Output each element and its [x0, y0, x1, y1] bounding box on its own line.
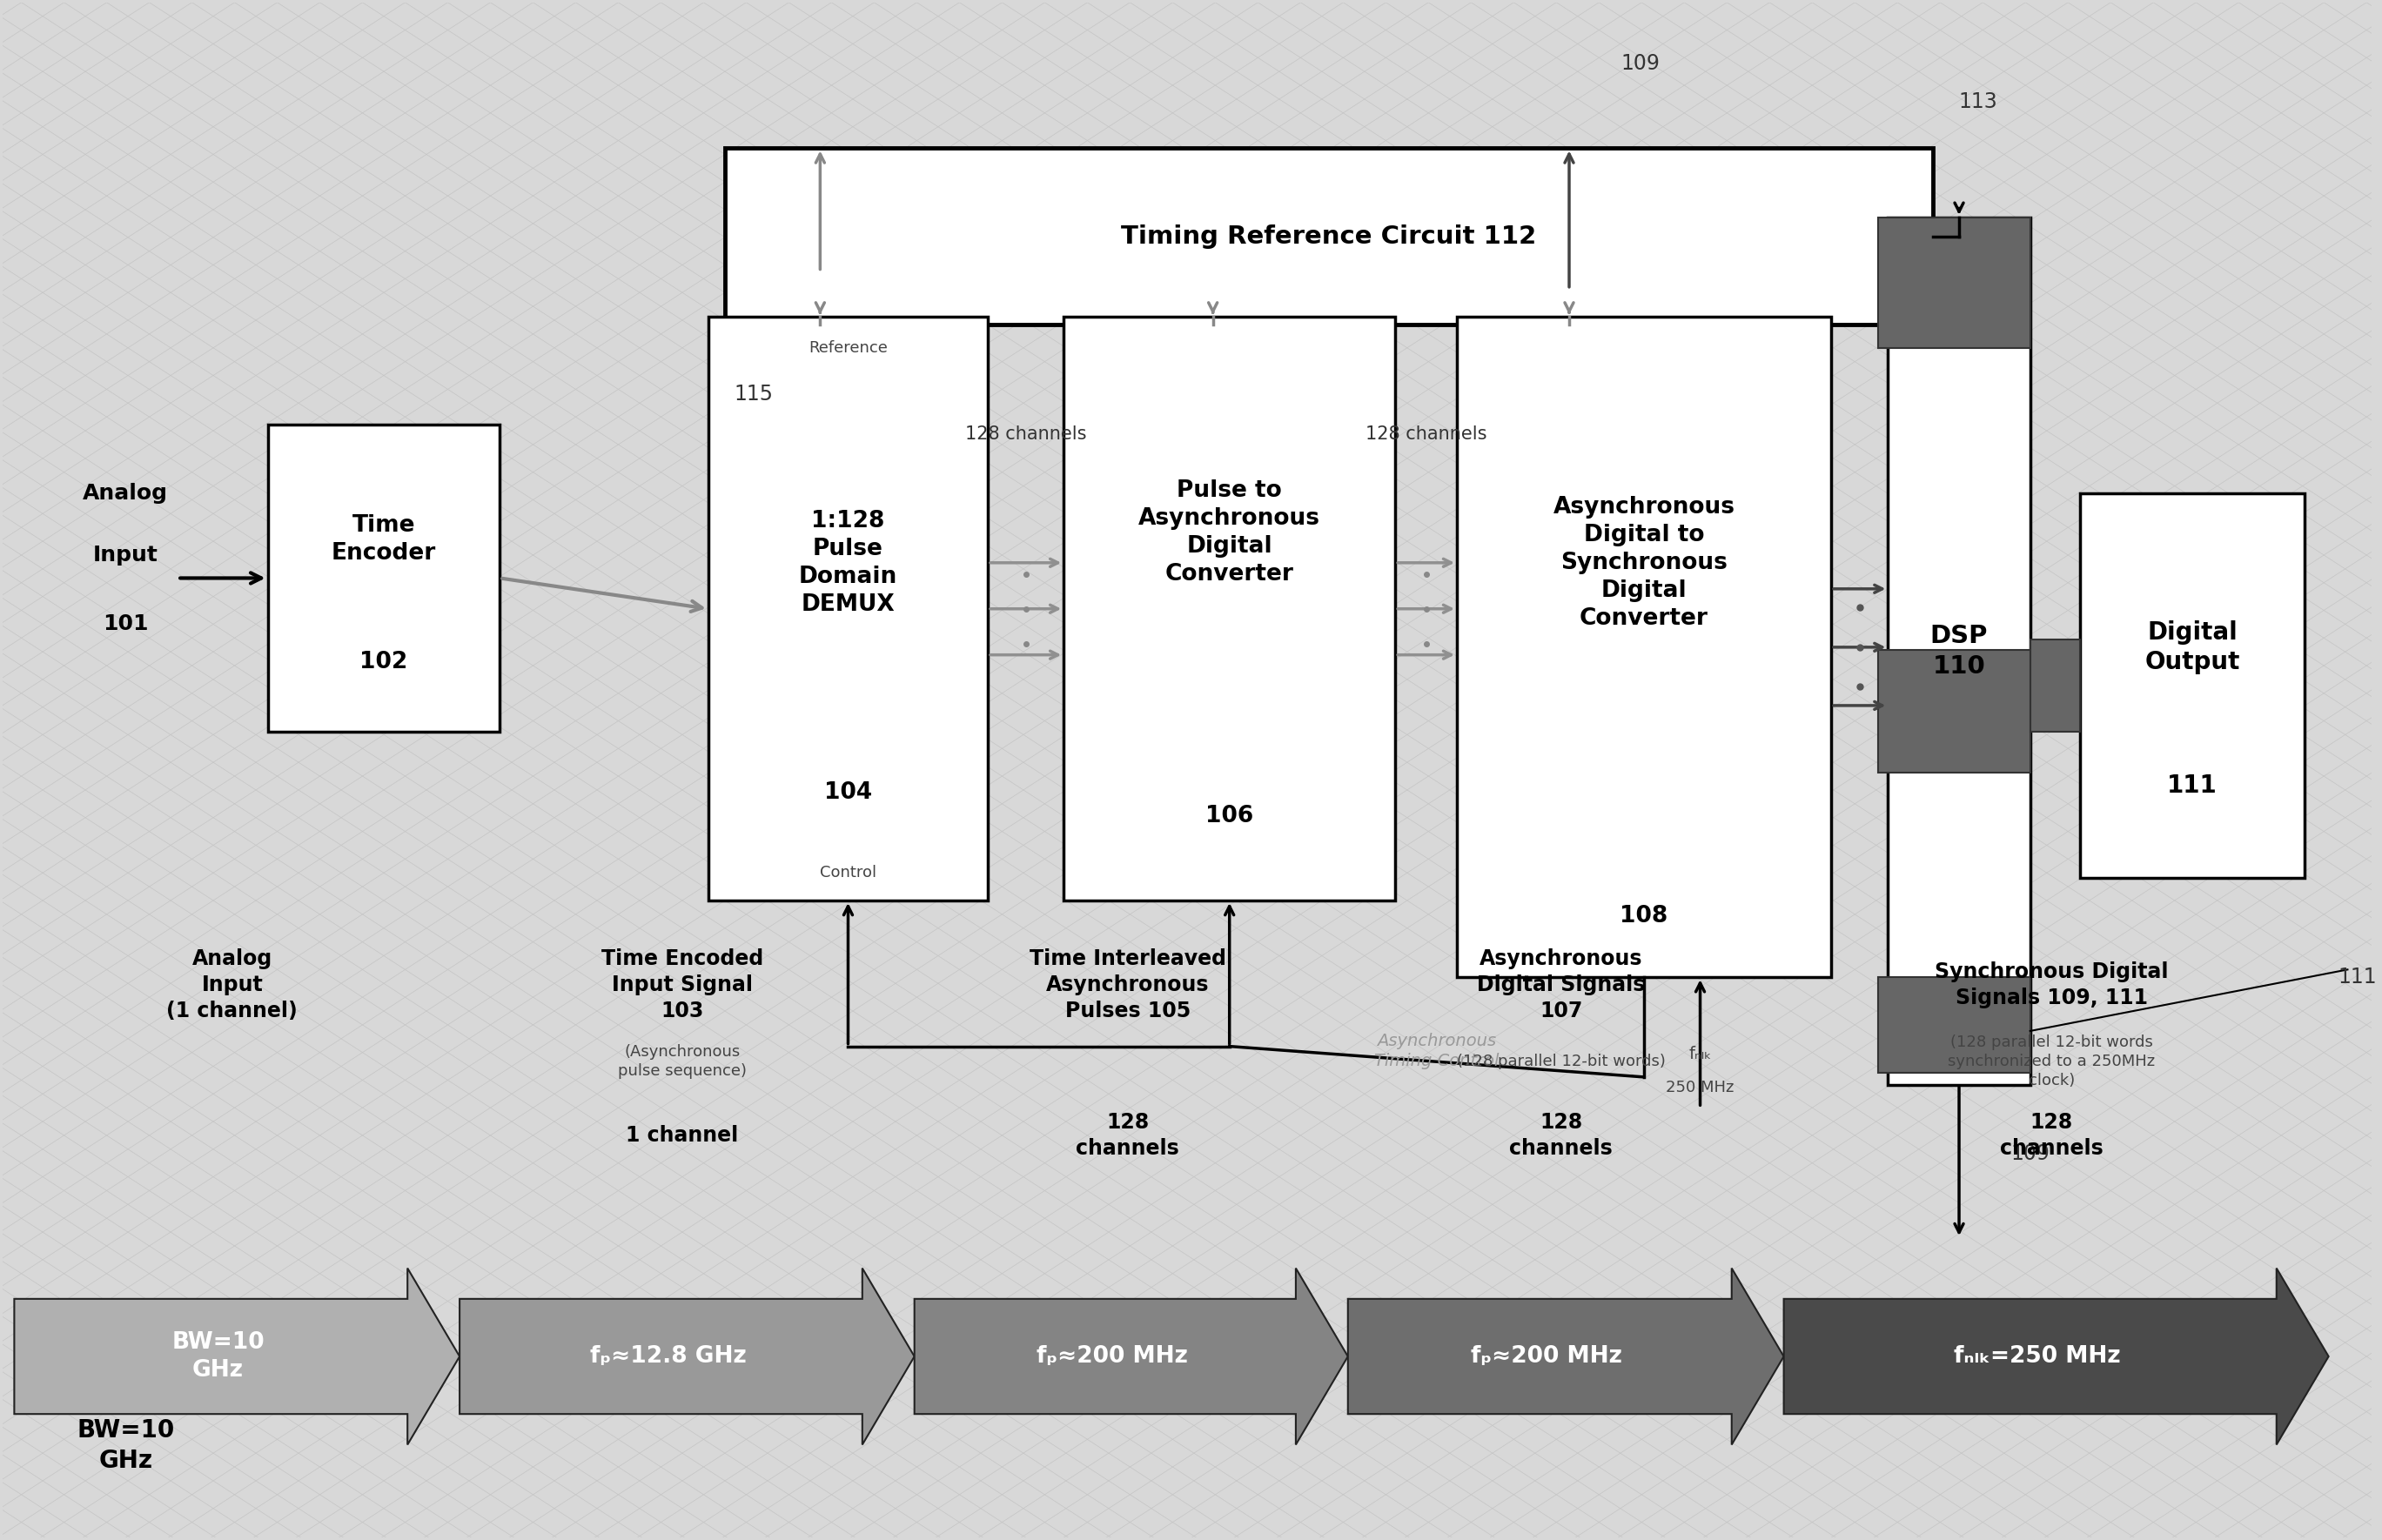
Text: 109: 109: [2010, 1143, 2049, 1164]
Bar: [707, 317, 989, 901]
Text: 128
channels: 128 channels: [1077, 1112, 1179, 1158]
Text: 111: 111: [2337, 967, 2377, 987]
Text: 104: 104: [824, 782, 872, 804]
Text: (128 parallel 12-bit words): (128 parallel 12-bit words): [1458, 1053, 1665, 1069]
Text: 102: 102: [360, 651, 407, 675]
Text: fₚ≈200 MHz: fₚ≈200 MHz: [1472, 1344, 1622, 1368]
Bar: [2029, 639, 2079, 732]
Bar: [1065, 317, 1396, 901]
Bar: [2079, 494, 2306, 878]
Polygon shape: [1784, 1267, 2330, 1445]
Polygon shape: [14, 1267, 460, 1445]
Text: fₚ≈12.8 GHz: fₚ≈12.8 GHz: [591, 1344, 746, 1368]
Text: 108: 108: [1620, 904, 1667, 927]
Text: Analog
Input
(1 channel): Analog Input (1 channel): [167, 949, 298, 1021]
Text: 115: 115: [734, 383, 774, 405]
Polygon shape: [915, 1267, 1348, 1445]
Text: Input: Input: [93, 545, 157, 565]
Text: Time Encoded
Input Signal
103: Time Encoded Input Signal 103: [600, 949, 762, 1021]
Text: Timing Reference Circuit 112: Timing Reference Circuit 112: [1122, 225, 1536, 249]
Text: Time Interleaved
Asynchronous
Pulses 105: Time Interleaved Asynchronous Pulses 105: [1029, 949, 1227, 1021]
Text: Analog: Analog: [83, 484, 169, 504]
Text: 109: 109: [1620, 54, 1660, 74]
Text: 128 channels: 128 channels: [1365, 425, 1486, 442]
Bar: [1458, 317, 1832, 978]
Text: BW=10
GHz: BW=10 GHz: [76, 1418, 174, 1472]
Bar: [1889, 217, 2029, 1084]
Bar: [1879, 978, 2029, 1072]
Bar: [267, 425, 500, 732]
Text: fₚ≈200 MHz: fₚ≈200 MHz: [1036, 1344, 1189, 1368]
Text: DSP
110: DSP 110: [1929, 624, 1989, 678]
Text: BW=10
GHz: BW=10 GHz: [172, 1331, 264, 1381]
Text: Asynchronous
Digital Signals
107: Asynchronous Digital Signals 107: [1477, 949, 1646, 1021]
Text: Reference: Reference: [807, 340, 888, 356]
Text: 1:128
Pulse
Domain
DEMUX: 1:128 Pulse Domain DEMUX: [798, 510, 898, 616]
Bar: [724, 148, 1934, 325]
Bar: [1879, 650, 2029, 773]
Text: 128 channels: 128 channels: [965, 425, 1086, 442]
Text: (Asynchronous
pulse sequence): (Asynchronous pulse sequence): [617, 1044, 746, 1080]
Text: 113: 113: [1958, 92, 1998, 112]
Text: (128 parallel 12-bit words
synchronized to a 250MHz
clock): (128 parallel 12-bit words synchronized …: [1948, 1035, 2156, 1089]
Text: 128
channels: 128 channels: [2001, 1112, 2103, 1158]
Text: Synchronous Digital
Signals 109, 111: Synchronous Digital Signals 109, 111: [1934, 961, 2168, 1009]
Bar: [1879, 217, 2029, 348]
Polygon shape: [1348, 1267, 1784, 1445]
Polygon shape: [460, 1267, 915, 1445]
Text: Pulse to
Asynchronous
Digital
Converter: Pulse to Asynchronous Digital Converter: [1139, 479, 1320, 585]
Text: 128
channels: 128 channels: [1510, 1112, 1613, 1158]
Text: 101: 101: [102, 614, 148, 634]
Text: 1 channel: 1 channel: [626, 1124, 738, 1146]
Text: fₙₗₖ: fₙₗₖ: [1689, 1046, 1713, 1063]
Text: 250 MHz: 250 MHz: [1665, 1080, 1734, 1095]
Text: 106: 106: [1205, 805, 1253, 827]
Text: fₙₗₖ=250 MHz: fₙₗₖ=250 MHz: [1953, 1344, 2120, 1368]
Text: Asynchronous
Digital to
Synchronous
Digital
Converter: Asynchronous Digital to Synchronous Digi…: [1553, 496, 1734, 630]
Text: Control: Control: [819, 865, 877, 881]
Text: 111: 111: [2168, 773, 2218, 798]
Text: Time
Encoder: Time Encoder: [331, 514, 436, 565]
Text: Asynchronous
Timing Control: Asynchronous Timing Control: [1374, 1032, 1498, 1069]
Text: Digital
Output: Digital Output: [2144, 621, 2239, 675]
